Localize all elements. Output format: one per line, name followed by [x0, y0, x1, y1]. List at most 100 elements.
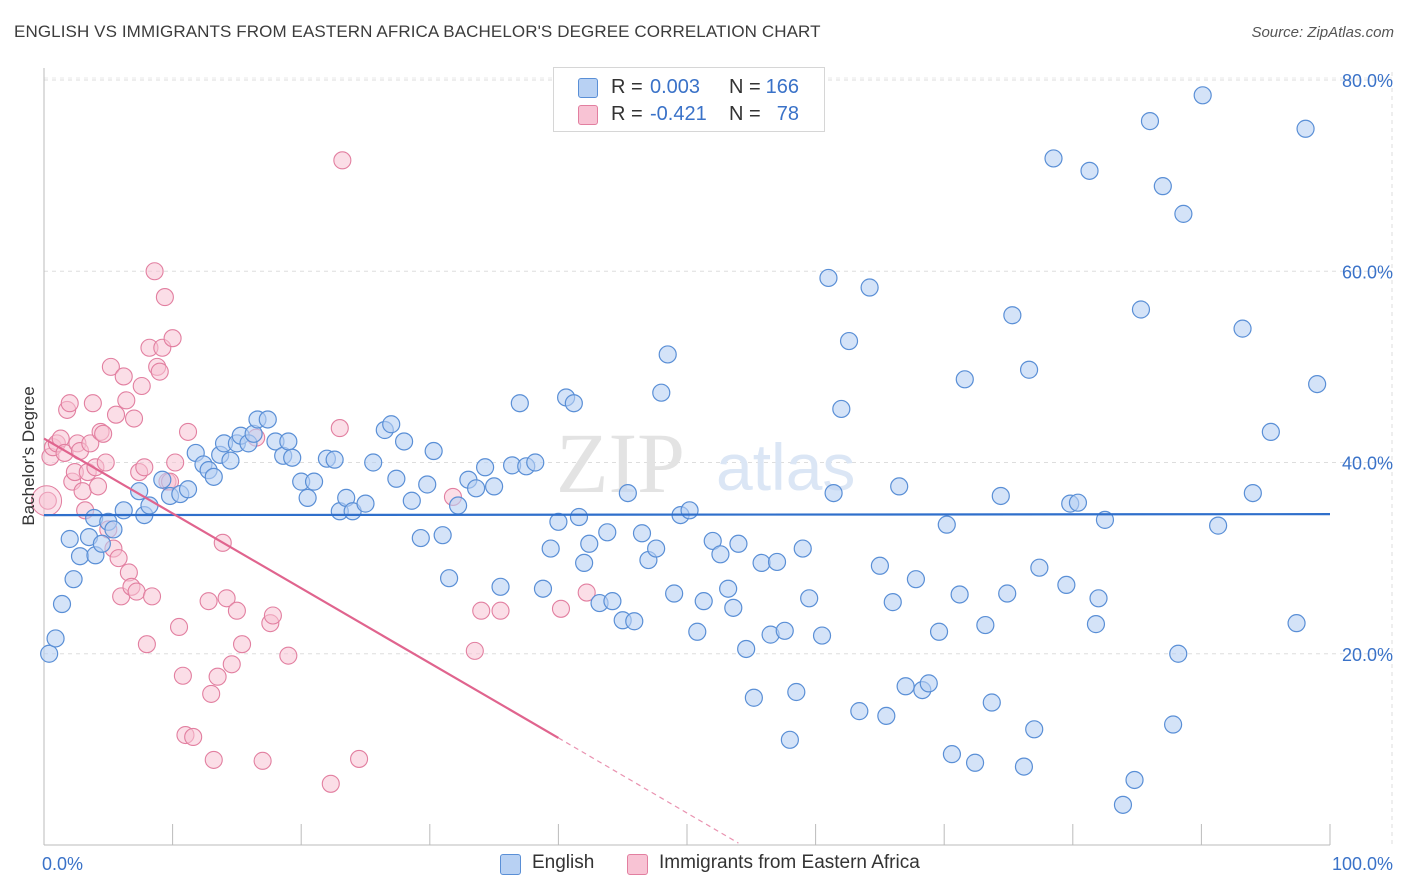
immigrants-point: [227, 601, 246, 620]
immigrants-point: [127, 582, 146, 601]
english-point: [832, 399, 851, 419]
english-point: [752, 553, 771, 573]
immigrants-point: [60, 394, 79, 413]
legend-row-immigrants: R = -0.421 N = 78: [554, 99, 824, 129]
immigrants-trend-line: [43, 437, 559, 739]
immigrants-point: [178, 422, 198, 441]
english-point: [153, 470, 172, 489]
english-point: [942, 745, 962, 764]
immigrants-point: [81, 434, 100, 453]
english-point: [92, 534, 111, 553]
immigrants-point: [145, 262, 164, 281]
immigrants-point: [114, 367, 133, 386]
english-point: [178, 480, 198, 499]
english-point: [364, 453, 383, 472]
english-point: [564, 394, 583, 413]
english-point: [1153, 177, 1172, 196]
immigrants-points: [31, 151, 596, 793]
english-point: [711, 545, 730, 564]
immigrants-point: [202, 684, 221, 703]
grid-lines: [44, 72, 1393, 845]
legend-r-label: R =: [611, 76, 643, 98]
english-point: [652, 383, 671, 402]
y-tick-label: 20.0%: [1342, 645, 1393, 665]
immigrants-point: [96, 453, 115, 472]
english-point: [1030, 558, 1049, 577]
english-point: [1025, 720, 1044, 739]
english-point: [1019, 360, 1039, 379]
immigrants-point: [106, 405, 126, 424]
english-point: [998, 584, 1017, 603]
bottom-swatch-immigrants: [627, 854, 648, 875]
immigrants-point: [263, 606, 282, 625]
english-point: [283, 448, 302, 467]
english-point: [929, 622, 949, 641]
english-point: [1287, 614, 1306, 633]
english-point: [819, 268, 838, 288]
immigrants-point: [184, 727, 203, 746]
legend-swatch-english: [578, 78, 598, 98]
english-point: [1308, 374, 1327, 394]
immigrants-point: [330, 419, 349, 438]
english-point: [1080, 161, 1099, 180]
english-point: [1169, 644, 1188, 663]
english-point: [919, 674, 938, 693]
english-point: [60, 529, 79, 549]
english-point: [424, 441, 443, 461]
legend-swatch-immigrants: [578, 105, 598, 125]
immigrants-point: [83, 394, 102, 413]
bottom-legend-immigrants-label: Immigrants from Eastern Africa: [659, 852, 920, 873]
immigrants-point: [94, 424, 113, 443]
chart-title: ENGLISH VS IMMIGRANTS FROM EASTERN AFRIC…: [14, 22, 821, 41]
english-point: [46, 629, 65, 648]
english-point: [937, 515, 956, 534]
english-point: [603, 592, 622, 611]
english-point: [1113, 795, 1133, 814]
english-point: [402, 491, 421, 510]
english-point: [394, 432, 414, 451]
english-point: [800, 589, 819, 608]
immigrants-point: [333, 151, 352, 170]
english-point: [1243, 484, 1262, 503]
english-point: [665, 584, 684, 603]
immigrants-point: [169, 617, 189, 637]
english-point: [491, 577, 510, 596]
immigrants-point: [199, 592, 218, 611]
english-point: [890, 477, 909, 496]
english-point: [1003, 306, 1022, 325]
english-point: [839, 331, 859, 351]
correlation-legend: R = 0.003 N = 166 R = -0.421 N = 78: [553, 67, 825, 132]
english-point: [694, 592, 713, 611]
english-point: [824, 484, 843, 503]
english-point: [114, 501, 133, 520]
immigrants-point: [142, 587, 162, 606]
y-tick-label: 40.0%: [1342, 454, 1393, 474]
english-point: [549, 512, 568, 531]
english-point: [680, 501, 699, 520]
chart-source: Source: ZipAtlas.com: [1251, 24, 1394, 41]
immigrants-point: [204, 750, 223, 769]
english-point: [1174, 204, 1193, 223]
english-point: [387, 469, 406, 488]
immigrants-point: [166, 453, 185, 472]
english-point: [382, 415, 401, 434]
english-point: [298, 488, 317, 507]
english-point: [767, 552, 787, 572]
english-point: [982, 693, 1001, 712]
english-point: [658, 345, 677, 364]
immigrants-point: [472, 601, 491, 620]
english-point: [688, 622, 707, 641]
immigrants-point: [155, 288, 174, 307]
english-point: [64, 570, 83, 589]
english-point: [304, 472, 324, 491]
english-point: [575, 553, 594, 573]
watermark: ZIP atlas: [556, 415, 855, 511]
english-point: [1193, 86, 1212, 105]
axis-labels: 20.0% 40.0% 60.0% 80.0% 0.0% 100.0%: [42, 71, 1393, 874]
immigrants-point: [465, 641, 484, 660]
english-point: [439, 569, 459, 588]
english-point: [647, 539, 666, 558]
english-point: [729, 534, 748, 553]
english-point: [104, 520, 123, 539]
immigrants-point: [208, 667, 227, 686]
